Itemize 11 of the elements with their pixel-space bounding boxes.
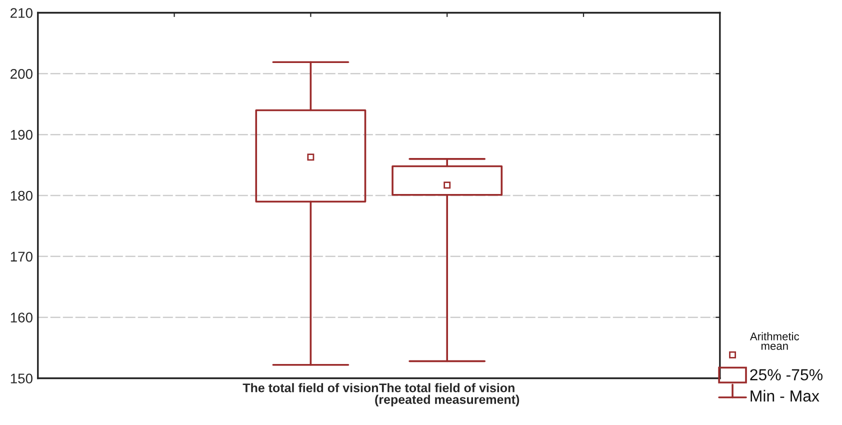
y-tick-label: 160 bbox=[10, 312, 32, 323]
y-tick-label: 200 bbox=[10, 69, 32, 79]
text: Min - Max bbox=[750, 390, 820, 402]
x-tick-label: The total field of vision bbox=[242, 383, 378, 392]
text: 25% -75% bbox=[750, 369, 823, 380]
y-tick-label: 190 bbox=[10, 130, 32, 140]
y-tick-label: 180 bbox=[10, 190, 32, 201]
text: Arithmetic mean bbox=[750, 332, 800, 350]
y-tick-label: 150 bbox=[10, 374, 32, 384]
y-tick-label: 210 bbox=[10, 8, 32, 18]
y-tick-label: 170 bbox=[10, 252, 32, 262]
